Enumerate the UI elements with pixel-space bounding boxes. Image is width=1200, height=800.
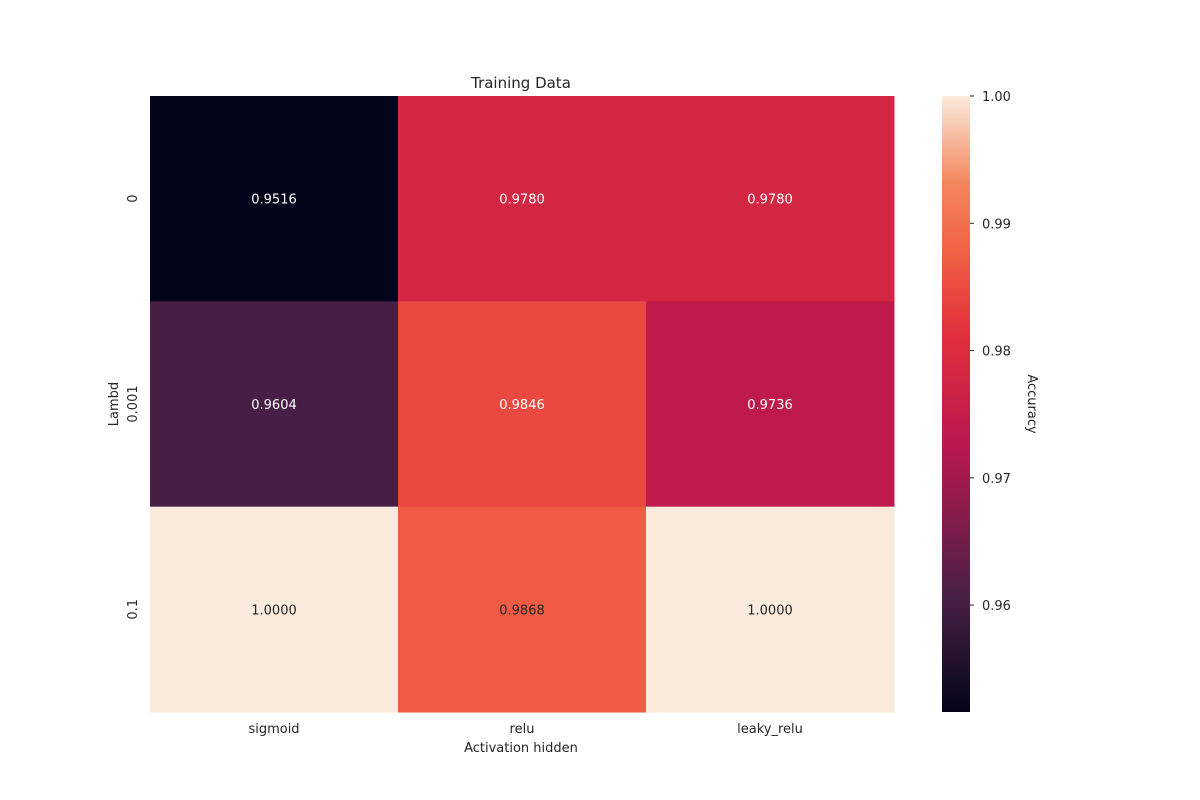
cell-value-label: 0.9868 (499, 603, 545, 618)
x-axis-ticks: sigmoid relu leaky_relu (248, 722, 802, 737)
colorbar-tick-label: 1.00 (982, 90, 1011, 105)
colorbar-tick-label: 0.99 (982, 217, 1011, 232)
heatmap-cell (150, 301, 399, 508)
cell-value-label: 0.9780 (499, 193, 545, 208)
y-tick-label: 0.1 (126, 599, 141, 620)
heatmap-cell-labels: 0.9516 0.9780 0.9780 0.9604 0.9846 0.9736 1.00… (251, 193, 793, 619)
heatmap-cell (398, 301, 647, 508)
cell-value-label: 1.0000 (251, 603, 297, 618)
colorbar-ticks: 0.96 0.97 0.98 0.99 1.00 (970, 90, 1011, 614)
colorbar-label: Accuracy (1024, 374, 1039, 434)
colorbar-tick-label: 0.98 (982, 345, 1011, 360)
cell-value-label: 0.9604 (251, 398, 297, 413)
cell-value-label: 0.9516 (251, 193, 297, 208)
y-axis-ticks: 0 0.001 0.1 (126, 195, 141, 620)
heatmap-cell (398, 96, 647, 302)
cell-value-label: 0.9780 (747, 193, 793, 208)
heatmap-cells (150, 96, 895, 713)
cell-value-label: 0.9736 (747, 398, 793, 413)
colorbar (942, 96, 970, 712)
chart-title: Training Data (470, 74, 571, 92)
colorbar-tick-label: 0.96 (982, 599, 1011, 614)
x-axis-label: Activation hidden (464, 741, 578, 756)
x-tick-label: relu (510, 722, 535, 737)
heatmap-cell (646, 301, 895, 508)
y-axis-label: Lambd (107, 382, 122, 426)
heatmap-cell (150, 96, 399, 302)
cell-value-label: 0.9846 (499, 398, 545, 413)
heatmap-cell (150, 506, 399, 713)
heatmap-cell (646, 96, 895, 302)
y-tick-label: 0.001 (126, 385, 141, 422)
y-tick-label: 0 (126, 195, 141, 203)
heatmap-cell (398, 506, 647, 713)
x-tick-label: leaky_relu (737, 722, 803, 737)
heatmap-cell (646, 506, 895, 713)
colorbar-tick-label: 0.97 (982, 472, 1011, 487)
x-tick-label: sigmoid (248, 722, 299, 737)
cell-value-label: 1.0000 (747, 603, 793, 618)
